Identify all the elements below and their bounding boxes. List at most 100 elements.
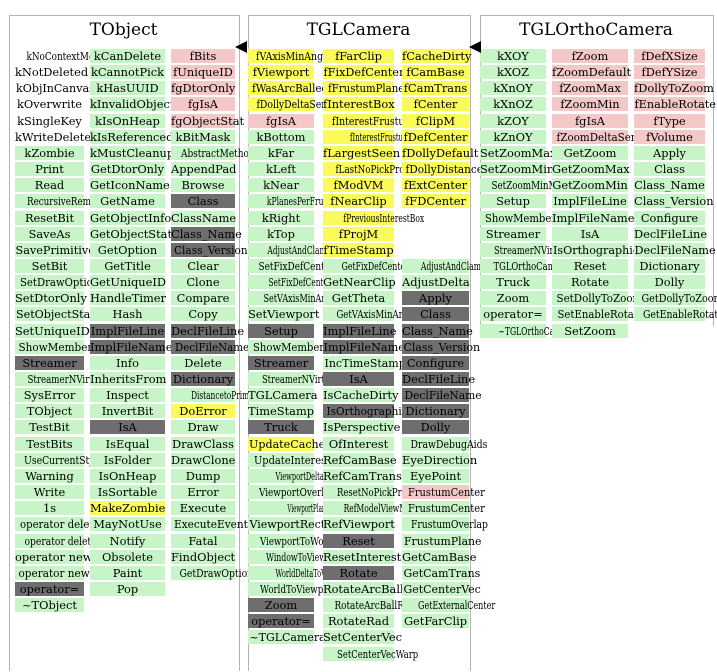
tobject-member: IsA	[90, 420, 165, 435]
tglcamera-member: EyePoint	[402, 468, 469, 483]
tglorthocamera-member: TGLOrthoCamera	[480, 258, 570, 273]
tglcamera-member: fClipM	[402, 113, 469, 128]
tobject-member: DrawClone	[171, 452, 236, 467]
tglorthocamera-member: fZoomMin	[552, 97, 628, 112]
tobject-member: TObject	[15, 404, 84, 419]
tglcamera-member: FrustumOverlap	[402, 517, 488, 532]
tglcamera-member: StreamerNVirtual	[248, 372, 338, 386]
tglcamera-member: GetCenterVec	[402, 581, 481, 596]
tobject-member: AppendPad	[171, 162, 237, 176]
tobject-member: ClassName	[171, 210, 237, 225]
tobject-member: Obsolete	[90, 549, 165, 564]
tglcamera-member: SetVAxisMinAngle	[248, 291, 339, 306]
tglcamera-member: kFar	[248, 145, 314, 160]
tglorthocamera-member: fZoom	[552, 49, 628, 63]
tobject-member: DoError	[171, 404, 235, 419]
tglcamera-member: Streamer	[248, 355, 314, 370]
tglcamera-member: Apply	[402, 291, 469, 306]
tglcamera-member: ResetNoPickProjM	[323, 485, 418, 499]
tobject-member: fUniqueID	[171, 65, 235, 80]
tglorthocamera-member: fVolume	[634, 129, 705, 144]
tglorthocamera-member: Class_Name	[634, 178, 705, 193]
tobject-member: GetTitle	[90, 258, 165, 273]
tobject-member: SetObjectStat	[15, 307, 95, 322]
tglorthocamera-member: fDefXSize	[634, 49, 705, 63]
tglcamera-member: GetFarClip	[402, 614, 469, 629]
tglcamera-member: GetCamTrans	[402, 565, 481, 580]
tglorthocamera-member: fDefYSize	[634, 65, 705, 80]
tobject-member: GetDtorOnly	[90, 162, 165, 176]
tobject-member: SetDtorOnly	[15, 291, 87, 306]
tobject-member: IsEqual	[90, 436, 165, 451]
tglorthocamera-member: fType	[634, 113, 705, 128]
tglcamera-member: ViewportRect	[248, 517, 326, 532]
tglcamera-member: DeclFileLine	[402, 372, 476, 386]
tglcamera-member: fCenter	[402, 97, 469, 112]
inheritance-arrow-icon	[235, 41, 247, 53]
tglcamera-member: fCamBase	[402, 65, 469, 80]
tglcamera-member: WorldToViewport	[248, 581, 336, 596]
tobject-member: kCannotPick	[90, 65, 165, 80]
tglorthocamera-member: Class	[634, 162, 705, 176]
tobject-member: kNoContextMenu	[26, 49, 106, 63]
tobject-member: Write	[15, 485, 84, 499]
tglcamera-member: GetCamBase	[402, 549, 477, 564]
tglcamera-member: TGLCamera	[248, 388, 318, 403]
tobject-member: SetBit	[15, 258, 84, 273]
tglorthocamera-member: ~TGLOrthoCamera	[480, 323, 574, 338]
tglcamera-member: ImplFileLine	[323, 323, 397, 338]
tglorthocamera-member: fZoomDeltaSens	[552, 129, 643, 144]
tobject-member: kInvalidObject	[90, 97, 175, 112]
tglcamera-member: IsA	[323, 372, 394, 386]
tobject-member: IsFolder	[90, 452, 165, 467]
tobject-member: InvertBit	[90, 404, 165, 419]
tglorthocamera-member: Reset	[552, 258, 628, 273]
tglcamera-member: kNear	[248, 178, 314, 193]
tglcamera-member: DeclFileName	[402, 388, 482, 403]
tglcamera-member: ~TGLCamera	[248, 630, 326, 645]
tglcamera-member: Class	[402, 307, 469, 322]
tglcamera-member: Class_Name	[402, 323, 473, 338]
tglorthocamera-member: SetZoomMin	[480, 162, 555, 176]
tobject-member: Compare	[171, 291, 235, 306]
tglorthocamera-member: fDollyToZoom	[634, 81, 714, 96]
tobject-member: kBitMask	[171, 129, 235, 144]
tobject-member: Browse	[171, 178, 235, 193]
tglcamera-member: fProjM	[323, 226, 394, 241]
tglorthocamera-member: Streamer	[480, 226, 546, 241]
tglcamera-member: fDollyDeltaSens	[248, 97, 332, 112]
tobject-member: Copy	[171, 307, 235, 322]
tglcamera-member: UpdateCache	[248, 436, 326, 451]
tobject-member: kCanDelete	[90, 49, 165, 63]
inheritance-arrow-icon	[469, 41, 481, 53]
tglorthocamera-class-title: TGLOrthoCamera	[519, 20, 673, 40]
tglcamera-member: fDollyDistance	[402, 162, 483, 176]
tobject-member: GetObjectInfo	[90, 210, 172, 225]
tglorthocamera-member: kZnOY	[480, 129, 546, 144]
tglorthocamera-member: ShowMembers	[480, 210, 561, 225]
tglcamera-class-title: TGLCamera	[306, 20, 411, 40]
tglcamera-member: fInterestFrustum	[323, 113, 413, 128]
tobject-member: SaveAs	[15, 226, 84, 241]
tglcamera-member: fExtCenter	[402, 178, 469, 193]
tglorthocamera-member: Configure	[634, 210, 705, 225]
tglcamera-member: ViewportToWorld	[248, 533, 336, 548]
tglorthocamera-member: DeclFileName	[634, 242, 716, 257]
tglcamera-member: fModVM	[323, 178, 394, 193]
tobject-member: SetDrawOption	[15, 275, 99, 290]
tglorthocamera-member: StreamerNVirtual	[480, 242, 570, 257]
tglorthocamera-member: ImplFileLine	[552, 194, 628, 209]
tglorthocamera-member: GetDollyToZoom	[634, 291, 717, 306]
tglorthocamera-member: kXOY	[480, 49, 546, 63]
tglcamera-member: fVAxisMinAngle	[248, 49, 332, 63]
tglcamera-member: fCamTrans	[402, 81, 469, 96]
tglcamera-member: SetFixDefCenterVec	[248, 275, 345, 290]
tobject-member: SavePrimitive	[15, 242, 95, 257]
tglcamera-member: Truck	[248, 420, 314, 435]
tglorthocamera-member: Apply	[634, 145, 705, 160]
tglcamera-member: ShowMembers	[248, 339, 329, 354]
tglcamera-member: fDefCenter	[402, 129, 469, 144]
tglcamera-member: ResetInterest	[323, 549, 402, 564]
tglcamera-member: Class_Version	[402, 339, 481, 354]
